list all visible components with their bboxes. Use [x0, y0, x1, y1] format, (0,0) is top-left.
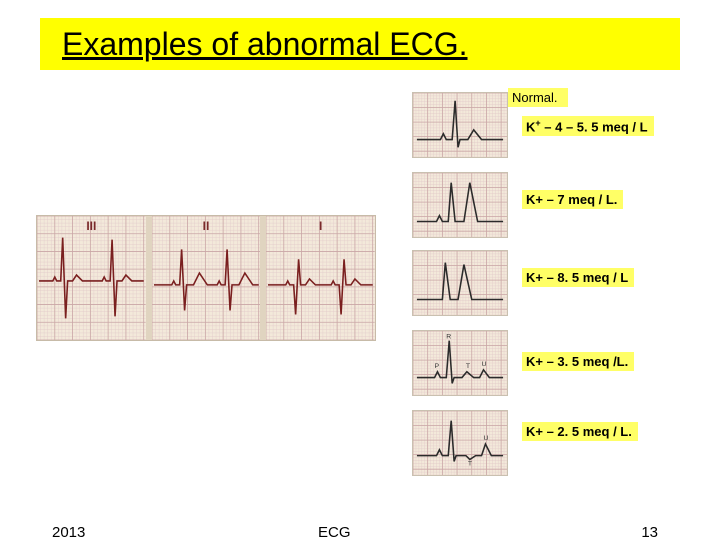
- footer-center: ECG: [318, 524, 351, 541]
- ecg-label-0: K+ – 4 – 5. 5 meq / L: [522, 116, 654, 136]
- lead-cell-ii: II: [152, 216, 261, 340]
- ecg-card-4: TU: [412, 410, 508, 476]
- ecg-trace-0: [413, 93, 507, 157]
- ecg-label-3: K+ – 3. 5 meq /L.: [522, 352, 634, 371]
- ecg-label-1: K+ – 7 meq / L.: [522, 190, 623, 209]
- svg-text:R: R: [446, 334, 451, 341]
- ecg-trace-3: P R T U: [413, 331, 507, 395]
- ecg-trace-2: [413, 251, 507, 315]
- svg-text:T: T: [468, 460, 472, 467]
- lead-cell-iii: III: [37, 216, 146, 340]
- lead-grid-iii: [37, 216, 146, 340]
- ecg-card-3: P R T U: [412, 330, 508, 396]
- lead-cell-i: I: [266, 216, 375, 340]
- leads-block: III II I: [36, 215, 376, 341]
- slide-title: Examples of abnormal ECG.: [62, 26, 468, 63]
- ecg-trace-4: TU: [413, 411, 507, 475]
- ecg-card-0: [412, 92, 508, 158]
- svg-text:U: U: [482, 361, 487, 368]
- normal-label: Normal.: [508, 88, 568, 107]
- footer-page: 13: [641, 524, 658, 541]
- lead-grid-i: [266, 216, 375, 340]
- ecg-trace-1: [413, 173, 507, 237]
- ecg-card-2: [412, 250, 508, 316]
- ecg-label-2: K+ – 8. 5 meq / L: [522, 268, 634, 287]
- svg-text:P: P: [435, 363, 440, 370]
- lead-label-i: I: [319, 219, 322, 233]
- lead-grid-ii: [152, 216, 261, 340]
- ecg-label-4: K+ – 2. 5 meq / L.: [522, 422, 638, 441]
- svg-text:U: U: [484, 435, 489, 442]
- title-bar: Examples of abnormal ECG.: [40, 18, 680, 70]
- ecg-card-1: [412, 172, 508, 238]
- lead-label-ii: II: [203, 219, 210, 233]
- svg-text:T: T: [466, 363, 470, 370]
- footer-year: 2013: [52, 524, 85, 541]
- lead-label-iii: III: [86, 219, 96, 233]
